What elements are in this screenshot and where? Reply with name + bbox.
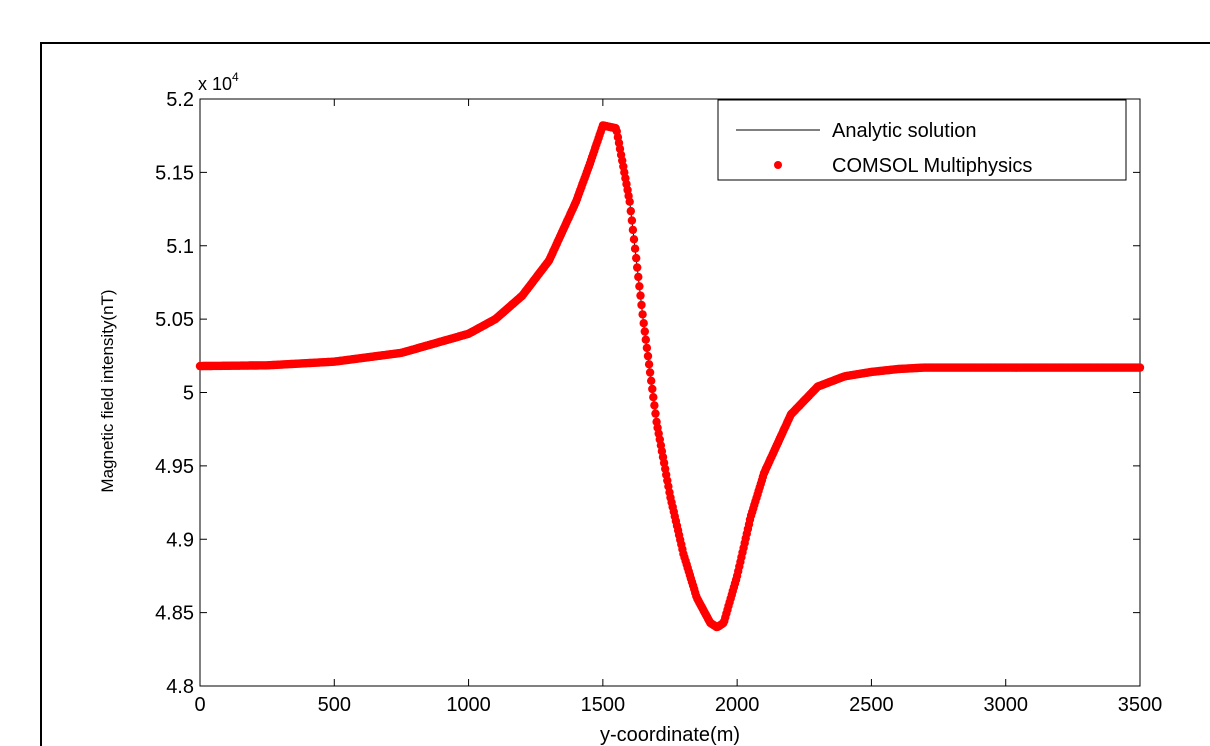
comsol-point [647,376,656,385]
x-tick-label: 500 [318,694,351,716]
comsol-point [633,263,642,272]
y-exponent-power: 4 [232,70,239,84]
y-tick-label: 4.9 [166,529,194,551]
comsol-point [636,291,645,300]
comsol-point [632,253,641,263]
y-tick-label: 4.85 [155,603,194,625]
comsol-point [639,319,648,328]
y-tick-label: 4.8 [166,676,194,698]
comsol-point [637,300,646,310]
comsol-point [651,409,660,418]
comsol-point [642,343,652,353]
legend-comsol-marker [774,161,782,169]
comsol-point [641,335,650,344]
x-tick-label: 1500 [581,694,626,716]
comsol-point [645,368,655,377]
comsol-point [626,206,635,216]
x-tick-label: 0 [194,694,205,716]
comsol-point [644,360,654,369]
comsol-point [629,235,639,244]
comsol-point [638,310,647,319]
x-axis-label: y-coordinate(m) [600,724,740,746]
x-tick-label: 3500 [1118,694,1163,716]
plot-area-border [199,98,1141,687]
comsol-point [648,384,657,394]
series-analytic-line [199,124,1140,628]
y-exponent-base: x 10 [198,74,232,94]
y-tick-label: 4.95 [155,456,194,478]
comsol-point [649,393,658,402]
comsol-point [650,401,659,410]
y-exponent-label: x 104 [198,70,239,94]
legend: Analytic solution COMSOL Multiphysics [717,99,1127,181]
x-tick-label: 3000 [983,694,1028,716]
y-tick-label: 5 [183,383,194,405]
comsol-point [640,327,649,336]
comsol-point [1135,363,1145,372]
x-tick-label: 2000 [715,694,760,716]
comsol-point [628,225,638,235]
comsol-point [625,197,634,206]
comsol-point [627,216,637,225]
y-tick-label: 5.15 [155,162,194,184]
y-tick-label: 5.05 [155,309,194,331]
legend-comsol-label: COMSOL Multiphysics [832,155,1032,177]
y-tick-label: 5.2 [166,89,194,111]
axes-box [199,98,1141,687]
comsol-point [634,272,643,282]
x-tick-label: 2500 [849,694,894,716]
series-layer [195,121,1145,632]
legend-box [717,99,1127,181]
y-axis-label: Magnetic field intensity(nT) [98,289,117,492]
comsol-point [630,244,640,253]
comsol-point [635,282,644,291]
figure-frame [40,42,1210,746]
legend-analytic-label: Analytic solution [832,120,977,142]
axis-ticks: 0 500 1000 1500 2000 2500 3000 3500 4.8 4.85 4.9 4.… [155,89,1162,716]
x-tick-label: 1000 [446,694,491,716]
y-tick-label: 5.1 [166,236,194,258]
comsol-point [643,351,653,361]
